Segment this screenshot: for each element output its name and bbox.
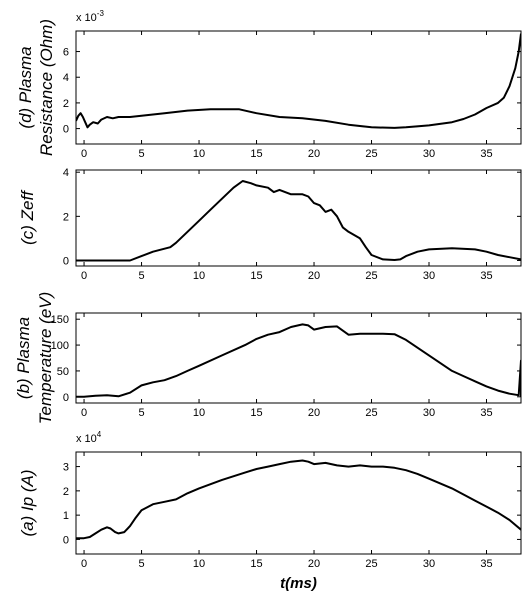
y-tick-label: 0 bbox=[63, 392, 69, 404]
x-tick-label: 0 bbox=[81, 558, 87, 570]
x-tick-label: 30 bbox=[423, 407, 435, 419]
y-tick-label: 100 bbox=[51, 340, 69, 352]
x-tick-label: 10 bbox=[193, 148, 205, 160]
axes-frame bbox=[75, 30, 522, 145]
x-tick-label: 30 bbox=[423, 558, 435, 570]
y-tick-label: 6 bbox=[63, 47, 69, 59]
x-tick-label: 30 bbox=[423, 148, 435, 160]
y-tick-label: 3 bbox=[63, 462, 69, 474]
series-line-d bbox=[76, 33, 521, 129]
x-tick-label: 25 bbox=[365, 558, 377, 570]
y-tick-label: 2 bbox=[63, 211, 69, 223]
x-tick-label: 5 bbox=[138, 148, 144, 160]
y-axis-label: (a) Ip (A) bbox=[18, 469, 37, 536]
y-axis-label: Temperature (eV) bbox=[36, 292, 55, 425]
y-tick-label: 4 bbox=[63, 167, 69, 179]
panel-c: 0 5 10 15 20 25 30 35 0 2 4 (c) Zeff bbox=[18, 167, 522, 282]
x-tick-label: 0 bbox=[81, 407, 87, 419]
x-tick-label: 10 bbox=[193, 407, 205, 419]
series-line-b bbox=[76, 323, 521, 398]
axis-multiplier: x 10-3 bbox=[76, 9, 104, 24]
series-line-c bbox=[76, 180, 521, 262]
axes-frame bbox=[75, 312, 522, 404]
panel-d: 0 5 10 15 20 25 30 35 0 2 4 6 x 10-3 (d) Plasma Resist… bbox=[16, 9, 522, 160]
x-tick-label: 15 bbox=[250, 270, 262, 282]
axes-frame bbox=[75, 451, 522, 555]
x-tick-label: 20 bbox=[308, 558, 320, 570]
x-tick-label: 0 bbox=[81, 270, 87, 282]
axis-multiplier: x 104 bbox=[76, 430, 102, 445]
x-tick-label: 15 bbox=[250, 407, 262, 419]
x-tick-label: 35 bbox=[480, 270, 492, 282]
y-tick-label: 0 bbox=[63, 255, 69, 267]
x-tick-label: 20 bbox=[308, 407, 320, 419]
x-tick-label: 35 bbox=[480, 407, 492, 419]
x-tick-label: 0 bbox=[81, 148, 87, 160]
y-tick-label: 50 bbox=[57, 366, 69, 378]
x-axis-label: t(ms) bbox=[280, 575, 317, 592]
y-tick-label: 2 bbox=[63, 98, 69, 110]
x-tick-label: 20 bbox=[308, 148, 320, 160]
x-tick-label: 20 bbox=[308, 270, 320, 282]
y-axis-label: (c) Zeff bbox=[18, 189, 37, 245]
panel-a: 0 5 10 15 20 25 30 35 0 1 2 3 x 104 (a) Ip (A) t(ms) bbox=[18, 430, 522, 592]
x-tick-label: 35 bbox=[480, 148, 492, 160]
series-line-a bbox=[76, 459, 521, 540]
x-tick-label: 15 bbox=[250, 148, 262, 160]
y-tick-label: 4 bbox=[63, 72, 69, 84]
y-tick-label: 150 bbox=[51, 314, 69, 326]
x-tick-label: 5 bbox=[138, 407, 144, 419]
axes-frame bbox=[75, 169, 522, 267]
y-tick-label: 2 bbox=[63, 486, 69, 498]
x-tick-label: 30 bbox=[423, 270, 435, 282]
x-tick-label: 5 bbox=[138, 270, 144, 282]
y-tick-label: 0 bbox=[63, 534, 69, 546]
y-axis-label: (d) Plasma bbox=[16, 46, 35, 128]
x-tick-label: 35 bbox=[480, 558, 492, 570]
y-tick-label: 0 bbox=[63, 124, 69, 136]
x-tick-label: 25 bbox=[365, 148, 377, 160]
x-tick-label: 15 bbox=[250, 558, 262, 570]
x-tick-label: 10 bbox=[193, 558, 205, 570]
x-tick-label: 10 bbox=[193, 270, 205, 282]
x-tick-label: 25 bbox=[365, 407, 377, 419]
y-tick-label: 1 bbox=[63, 510, 69, 522]
panel-b: 0 5 10 15 20 25 30 35 0 50 100 150 (b) Plasma Tempera… bbox=[14, 292, 522, 425]
x-tick-label: 25 bbox=[365, 270, 377, 282]
y-axis-label: (b) Plasma bbox=[14, 317, 33, 399]
x-tick-label: 5 bbox=[138, 558, 144, 570]
y-axis-label: Resistance (Ohm) bbox=[37, 19, 56, 156]
